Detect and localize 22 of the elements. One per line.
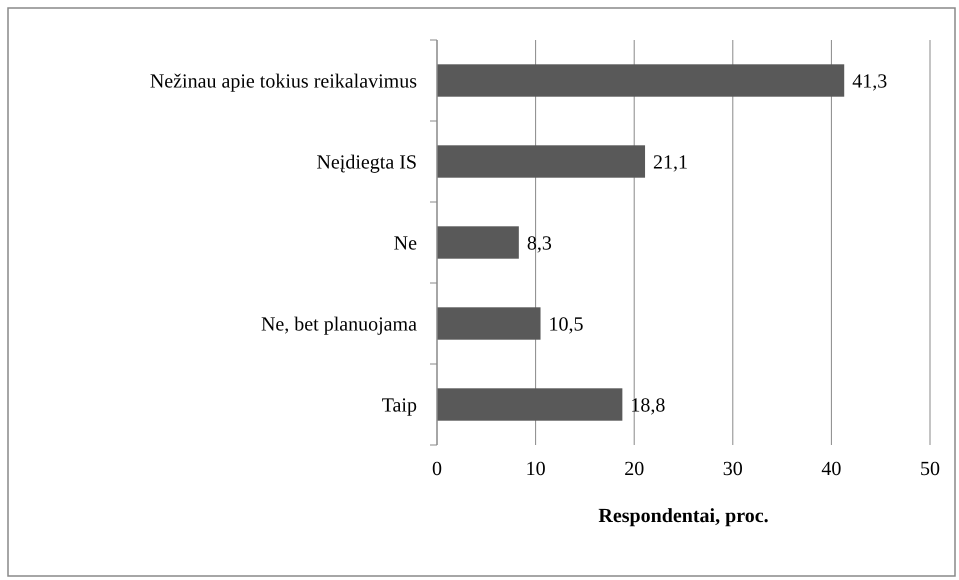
data-label: 10,5 <box>548 314 584 336</box>
bar <box>437 226 519 259</box>
x-tick-label: 40 <box>821 458 842 480</box>
y-tick-label: Neįdiegta IS <box>316 152 417 174</box>
bar <box>437 64 844 97</box>
y-tick-label: Ne <box>394 232 418 254</box>
x-tick-label: 20 <box>624 458 644 480</box>
x-tick-label: 30 <box>722 458 743 480</box>
data-label: 18,8 <box>630 394 666 416</box>
y-tick-label: Taip <box>382 394 417 416</box>
x-tick-label: 50 <box>920 458 940 480</box>
bar <box>437 388 622 421</box>
y-tick-label: Ne, bet planuojama <box>260 314 418 336</box>
y-tick-label: Nežinau apie tokius reikalavimus <box>150 70 418 92</box>
x-axis-title: Respondentai, proc. <box>598 505 769 527</box>
bar <box>437 145 646 178</box>
bar <box>437 307 541 340</box>
data-label: 8,3 <box>526 232 552 254</box>
data-label: 21,1 <box>653 152 688 174</box>
x-tick-label: 0 <box>432 458 442 480</box>
x-tick-label: 10 <box>526 458 546 480</box>
data-label: 41,3 <box>852 70 888 92</box>
